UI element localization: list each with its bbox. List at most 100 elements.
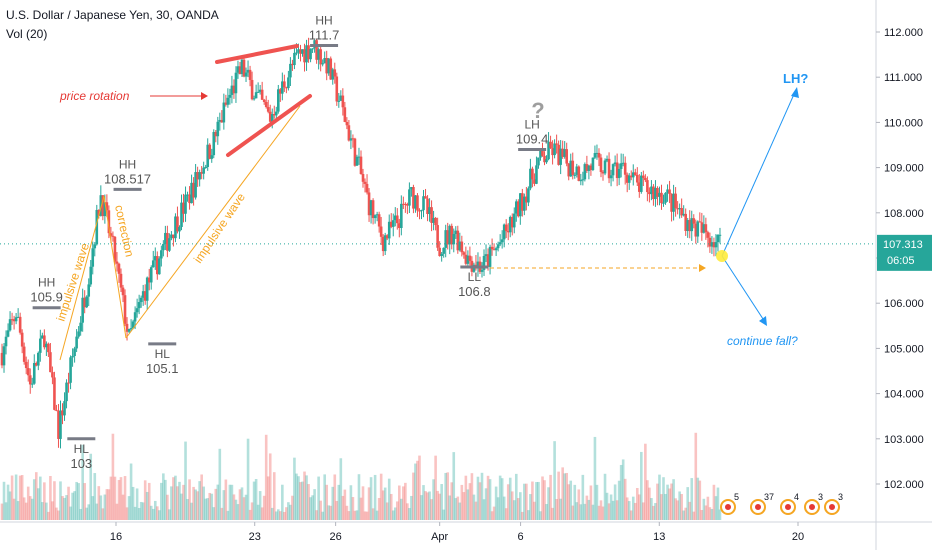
- volume-indicator-label[interactable]: Vol (20): [6, 27, 48, 41]
- volume-bar: [345, 505, 349, 520]
- candle-body: [666, 189, 669, 193]
- candle-body: [59, 410, 62, 439]
- volume-bar: [381, 490, 385, 520]
- volume-bar: [575, 502, 579, 520]
- candle-body: [63, 401, 66, 416]
- candle-body: [101, 195, 105, 217]
- candle-body: [629, 175, 633, 178]
- volume-bar: [571, 505, 575, 520]
- candle-body: [418, 210, 421, 212]
- volume-bar: [694, 432, 698, 520]
- volume-bar: [12, 498, 16, 520]
- volume-bar: [537, 481, 540, 520]
- volume-bar: [299, 482, 302, 520]
- candle-body: [79, 322, 82, 332]
- candle-body: [160, 250, 163, 259]
- volume-bar: [178, 481, 181, 520]
- candle-body: [535, 165, 538, 184]
- candle-body: [547, 141, 550, 160]
- volume-bar: [682, 510, 685, 520]
- event-badge-count: 37: [764, 492, 774, 502]
- volume-bar: [579, 504, 583, 520]
- candle-body: [186, 194, 189, 196]
- candle-body: [658, 192, 661, 197]
- candle-body: [200, 172, 203, 174]
- candle-body: [317, 49, 320, 60]
- candle-body: [660, 192, 663, 204]
- candle-body: [345, 121, 349, 126]
- candle-body: [244, 72, 248, 77]
- volume-bar: [105, 489, 109, 520]
- rotation-upper-line: [215, 44, 299, 64]
- volume-bar: [137, 507, 141, 520]
- candle-body: [30, 383, 34, 385]
- candle-body: [521, 193, 524, 211]
- candle-body: [238, 66, 242, 75]
- candle-body: [678, 208, 681, 210]
- ll-projection-arrowhead: [699, 264, 706, 272]
- volume-bar: [714, 496, 718, 520]
- volume-bar: [355, 510, 359, 520]
- volume-bar: [444, 472, 447, 520]
- time-tick-label: 20: [792, 531, 804, 543]
- volume-bar: [262, 495, 266, 520]
- candle-body: [414, 195, 417, 209]
- volume-bar: [371, 508, 375, 520]
- candle-body: [232, 85, 236, 94]
- volume-bar: [668, 488, 671, 520]
- time-tick-label: 26: [330, 531, 342, 543]
- candle-body: [129, 328, 133, 330]
- volume-bar: [214, 488, 218, 520]
- volume-bar: [220, 507, 224, 520]
- volume-bar: [121, 494, 125, 520]
- event-badge-count: 3: [818, 492, 823, 502]
- volume-bar: [77, 483, 80, 520]
- volume-bar: [549, 474, 552, 520]
- candle-body: [617, 168, 621, 179]
- candle-body: [260, 89, 264, 100]
- volume-bar: [408, 508, 411, 520]
- candle-body: [402, 203, 405, 205]
- candle-body: [670, 194, 673, 212]
- event-badge-dot: [755, 504, 761, 510]
- candle-body: [631, 172, 635, 178]
- candle-body: [615, 162, 619, 179]
- volume-bar: [412, 472, 415, 520]
- candle-body: [601, 172, 605, 174]
- volume-bar: [283, 511, 286, 520]
- candle-body: [444, 230, 447, 248]
- candle-body: [498, 242, 502, 245]
- volume-bar: [468, 483, 472, 520]
- volume-bar: [567, 484, 571, 520]
- volume-bar: [109, 476, 113, 520]
- lh-target-text: LH?: [783, 71, 808, 86]
- candle-body: [39, 338, 42, 353]
- candle-body: [609, 175, 613, 179]
- candle-body: [20, 332, 24, 347]
- volume-bar: [172, 477, 175, 520]
- volume-bar: [131, 486, 135, 520]
- volume-bar: [482, 499, 486, 520]
- candle-body: [593, 153, 597, 158]
- candle-body: [85, 296, 89, 308]
- event-badge-dot: [785, 504, 791, 510]
- candle-body: [182, 202, 185, 214]
- volume-bar: [514, 473, 518, 520]
- candle-body: [87, 284, 91, 297]
- volume-bar: [34, 472, 38, 520]
- volume-bar: [252, 481, 256, 520]
- candle-body: [688, 220, 692, 232]
- volume-bar: [424, 491, 427, 520]
- candle-body: [527, 188, 530, 203]
- volume-bar: [402, 486, 405, 520]
- candle-body: [0, 352, 4, 366]
- candle-body: [57, 410, 60, 439]
- candle-body: [170, 234, 173, 239]
- candle-body: [307, 45, 310, 60]
- candle-body: [361, 174, 365, 182]
- volume-bar: [226, 510, 230, 520]
- volume-bar: [716, 487, 720, 520]
- volume-bar: [256, 504, 260, 520]
- candle-body: [236, 66, 240, 73]
